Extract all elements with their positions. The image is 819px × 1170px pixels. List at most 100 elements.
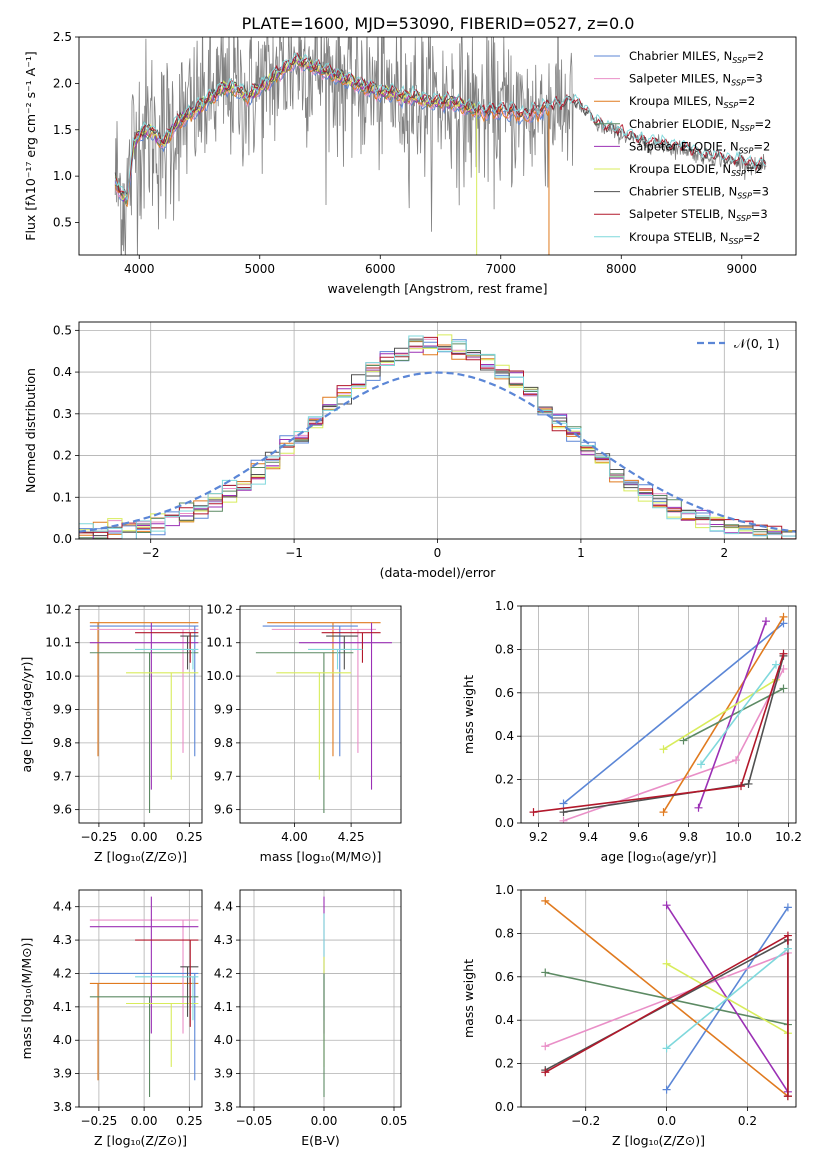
- y-tick-label: 0.4: [53, 365, 72, 379]
- y-axis-label: age [log₁₀(age/yr)]: [19, 657, 34, 773]
- y-tick-label: 9.7: [214, 769, 233, 783]
- x-tick-label: 10.2: [775, 830, 802, 844]
- panel-age-vs-mass: 4.00 4.25 9.6 9.7 9.8 9.9 10.0 10.1 10.2 mass [lo…: [206, 602, 402, 864]
- y-tick-label: 4.1: [53, 1000, 72, 1014]
- legend-label-main: Kroupa MILES, N: [629, 94, 724, 108]
- weight-marker: [659, 745, 668, 754]
- y-tick-label: 3.9: [214, 1067, 233, 1081]
- y-tick-label: 0.4: [495, 1013, 514, 1027]
- weight-line-kroupa-stelib: [666, 947, 789, 1050]
- weight-marker: [559, 816, 568, 823]
- weight-marker: [679, 736, 688, 745]
- weight-line-salpeter-elodie: [697, 620, 767, 809]
- legend-label-sub: SSP: [729, 237, 744, 246]
- legend-label-tail: =3: [746, 72, 763, 86]
- plot-area: [541, 896, 792, 1101]
- y-tick-label: 4.3: [214, 933, 233, 947]
- legend-label-main: Salpeter MILES, N: [629, 72, 731, 86]
- legend-label: Chabrier MILES, NSSP=2: [629, 49, 764, 65]
- x-axis-label: mass [log₁₀(M/M⊙)]: [260, 849, 382, 864]
- legend-label-sub: SSP: [737, 192, 752, 201]
- y-axis-label: mass [log₁₀(M/M⊙)]: [19, 938, 34, 1060]
- panel-residuals: −2 −1 0 1 2 0.0 0.1 0.2 0.3 0.4 0.5 (data-model)/er…: [23, 321, 797, 580]
- legend-label-tail: =3: [752, 185, 769, 199]
- y-tick-label: 9.6: [214, 803, 233, 817]
- y-tick-label: 9.9: [53, 702, 72, 716]
- weight-line-salpeter-miles: [563, 668, 785, 822]
- y-tick-label: 9.8: [214, 736, 233, 750]
- y-tick-label: 9.7: [53, 769, 72, 783]
- weight-marker: [783, 903, 792, 912]
- plot-area: [255, 622, 392, 813]
- legend-label: Kroupa MILES, NSSP=2: [629, 94, 755, 110]
- y-tick-label: 10.0: [206, 669, 233, 683]
- x-tick-label: 9.8: [679, 830, 698, 844]
- y-tick-label: 10.0: [45, 669, 72, 683]
- grid: [240, 890, 401, 1108]
- x-axis-label: E(B-V): [301, 1133, 340, 1148]
- legend-label-sub: SSP: [732, 56, 747, 65]
- y-tick-label: 4.3: [53, 933, 72, 947]
- y-tick-label: 0.0: [495, 816, 514, 830]
- panel-weight-vs-age: 9.2 9.4 9.6 9.8 10.0 10.2 0.0 0.2 0.4 0.6 0.8 1.0 ag…: [461, 599, 802, 864]
- grid: [240, 606, 401, 823]
- weight-marker: [779, 649, 788, 658]
- panel-spectrum: 4000 5000 6000 7000 8000 9000 0.5 1.0 1.5 2.0 2.5 w…: [23, 30, 797, 296]
- x-tick-label: 8000: [606, 262, 637, 276]
- y-axis-label: Normed distribution: [23, 368, 38, 493]
- legend-label-tail: =2: [747, 49, 764, 63]
- legend-label: Kroupa STELIB, NSSP=2: [629, 230, 760, 246]
- legend-label-sub: SSP: [740, 124, 755, 133]
- y-tick-label: 4.2: [214, 966, 233, 980]
- legend-label-sub: SSP: [736, 214, 751, 223]
- legend-label-tail: =2: [743, 230, 760, 244]
- panel-weight-vs-Z: −0.2 0.0 0.2 0.0 0.2 0.4 0.6 0.8 1.0 Z [log₁₀(Z/Z…: [461, 883, 797, 1148]
- legend-label: Salpeter STELIB, NSSP=3: [629, 207, 768, 223]
- plot-area: [79, 334, 796, 539]
- legend-label-tail: =2: [753, 139, 770, 153]
- x-tick-label: 0.05: [381, 1114, 408, 1128]
- normal-curve: [79, 371, 796, 533]
- y-tick-label: 0.6: [495, 970, 514, 984]
- weight-line-chabrier-stelib: [563, 655, 785, 813]
- y-tick-label: 2.5: [53, 30, 72, 44]
- y-tick-label: 0.0: [495, 1100, 514, 1114]
- weight-marker: [779, 684, 788, 693]
- y-tick-label: 0.3: [53, 407, 72, 421]
- x-tick-label: −2: [142, 546, 160, 560]
- x-axis-label: Z [log₁₀(Z/Z⊙)]: [612, 1133, 705, 1148]
- x-tick-label: 6000: [365, 262, 396, 276]
- model-spectrum-kroupa-elodie: [114, 56, 478, 201]
- x-tick-label: 4.25: [338, 830, 365, 844]
- x-tick-label: 4000: [124, 262, 155, 276]
- legend-label-main: Chabrier STELIB, N: [629, 185, 737, 199]
- x-axis-label: (data-model)/error: [380, 565, 497, 580]
- weight-marker: [559, 799, 568, 808]
- y-tick-label: 0.2: [53, 449, 72, 463]
- x-axis-label: age [log₁₀(age/yr)]: [601, 849, 717, 864]
- x-tick-label: −0.2: [571, 1114, 600, 1128]
- x-tick-label: 0.00: [311, 1114, 338, 1128]
- y-tick-label: 0.8: [495, 642, 514, 656]
- model-spectrum-salpeter-elodie: [114, 58, 477, 203]
- axes-frame: [78, 605, 203, 824]
- x-tick-label: 4.00: [281, 830, 308, 844]
- plot-area: [114, 37, 767, 255]
- x-tick-label: 0.00: [131, 830, 158, 844]
- y-tick-label: 4.4: [53, 900, 72, 914]
- y-tick-label: 9.9: [214, 702, 233, 716]
- y-tick-label: 0.8: [495, 926, 514, 940]
- legend-label-tail: =2: [746, 162, 763, 176]
- weight-marker: [783, 1092, 792, 1101]
- y-tick-label: 3.8: [214, 1100, 233, 1114]
- axes-frame: [78, 889, 203, 1108]
- plot-area: [89, 896, 199, 1097]
- y-tick-label: 3.8: [53, 1100, 72, 1114]
- x-tick-label: 1: [577, 546, 585, 560]
- legend-label-tail: =2: [755, 117, 772, 131]
- weight-marker: [694, 803, 703, 812]
- y-tick-label: 10.2: [206, 602, 233, 616]
- legend-label-main: Salpeter ELODIE, N: [629, 139, 739, 153]
